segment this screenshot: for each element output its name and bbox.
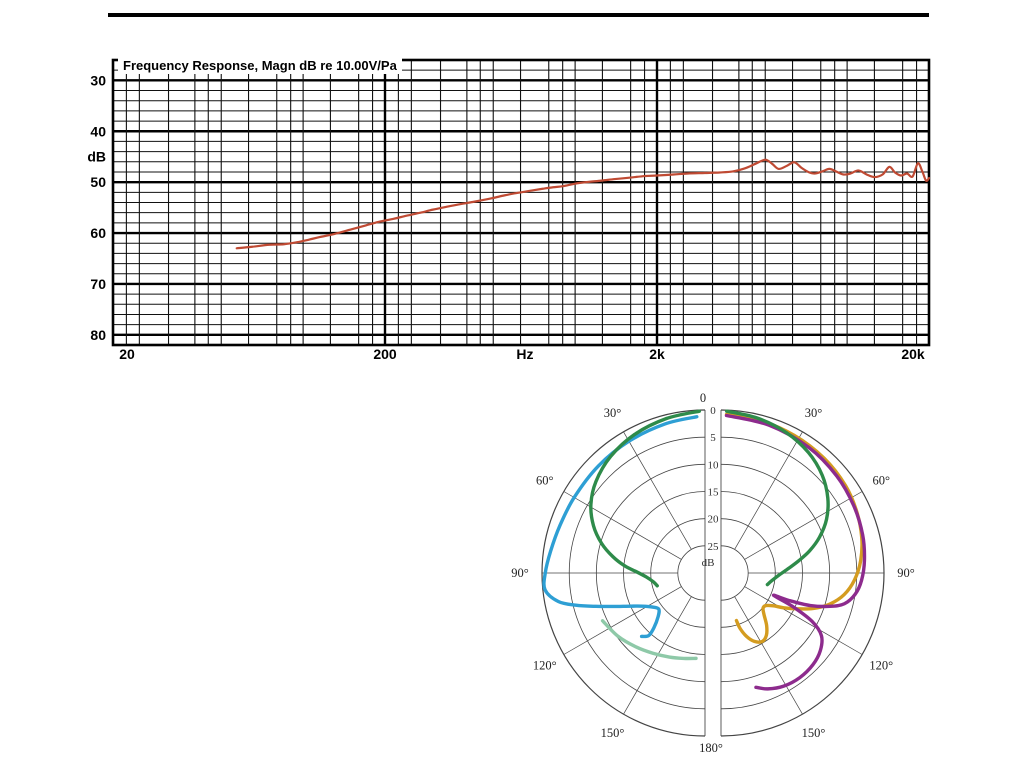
svg-text:15: 15 bbox=[708, 487, 720, 499]
svg-text:200: 200 bbox=[373, 346, 397, 362]
svg-text:2k: 2k bbox=[649, 346, 665, 362]
svg-text:25: 25 bbox=[708, 541, 720, 553]
svg-text:120°: 120° bbox=[869, 659, 893, 673]
svg-text:Hz: Hz bbox=[516, 346, 533, 362]
freq-response-curve bbox=[235, 158, 931, 250]
svg-text:150°: 150° bbox=[802, 726, 826, 740]
svg-text:dB: dB bbox=[702, 557, 715, 569]
frequency-chart-title: Frequency Response, Magn dB re 10.00V/Pa bbox=[118, 57, 402, 74]
svg-text:dB: dB bbox=[87, 149, 106, 165]
svg-text:30°: 30° bbox=[604, 406, 622, 420]
polar-curve-4000Hz bbox=[724, 413, 867, 691]
svg-text:0: 0 bbox=[700, 391, 706, 405]
top-rule bbox=[108, 13, 929, 17]
svg-text:150°: 150° bbox=[601, 726, 625, 740]
svg-text:5: 5 bbox=[710, 432, 716, 444]
svg-text:30: 30 bbox=[90, 72, 106, 88]
polar-angle-labels: 30° 60° 90° 120° 150° 30° 60° 90° 120° 150° 0 180° bbox=[511, 391, 915, 755]
freq-y-labels: 30 40 50 60 70 80 dB bbox=[87, 72, 106, 342]
svg-text:30°: 30° bbox=[805, 406, 823, 420]
svg-text:0: 0 bbox=[710, 405, 716, 417]
polar-curve-125-500Hz bbox=[542, 415, 699, 639]
polar-curve-8000-16000Hz bbox=[589, 409, 702, 588]
freq-x-labels: 20 200 Hz 2k 20k bbox=[119, 346, 925, 362]
svg-text:120°: 120° bbox=[533, 659, 557, 673]
svg-text:20k: 20k bbox=[901, 346, 925, 362]
svg-text:10: 10 bbox=[708, 459, 720, 471]
svg-text:40: 40 bbox=[90, 123, 106, 139]
svg-text:60: 60 bbox=[90, 225, 106, 241]
svg-text:90°: 90° bbox=[897, 566, 915, 580]
frequency-response-chart: 30 40 50 60 70 80 dB 20 200 Hz 2k 20k bbox=[87, 58, 931, 362]
polar-legend: 125Hz 250Hz 500Hz 1000Hz 2000Hz 4000Hz 8… bbox=[150, 520, 510, 620]
svg-text:60°: 60° bbox=[872, 474, 890, 488]
svg-text:20: 20 bbox=[708, 514, 720, 526]
polar-curve-1000Hz bbox=[600, 619, 698, 661]
svg-text:80: 80 bbox=[90, 327, 106, 343]
polar-scale-labels: 0 5 10 15 20 25 dB bbox=[702, 405, 719, 569]
polar-pattern-chart: 30° 60° 90° 120° 150° 30° 60° 90° 120° 150° 0 180° 0… bbox=[511, 391, 915, 755]
svg-text:90°: 90° bbox=[511, 566, 529, 580]
svg-text:180°: 180° bbox=[699, 741, 723, 755]
svg-text:70: 70 bbox=[90, 276, 106, 292]
polar-curve-8000-16000Hz bbox=[724, 409, 830, 587]
freq-grid bbox=[111, 58, 931, 347]
svg-text:50: 50 bbox=[90, 174, 106, 190]
svg-text:60°: 60° bbox=[536, 474, 554, 488]
svg-text:20: 20 bbox=[119, 346, 135, 362]
